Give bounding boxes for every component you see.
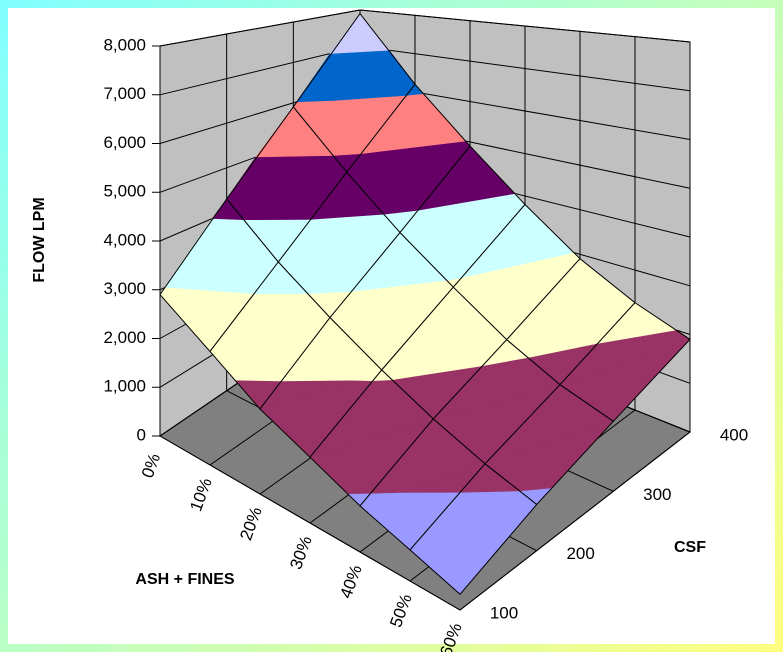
z-tick-label: 1,000: [103, 377, 146, 396]
z-tick-label: 5,000: [103, 182, 146, 201]
z-tick-label: 2,000: [103, 328, 146, 347]
floor-line: [159, 435, 461, 611]
z-tick-label: 3,000: [103, 279, 146, 298]
floor-line: [459, 431, 691, 611]
z-tick-label: 0: [137, 425, 146, 444]
y-tick-label: 400: [720, 425, 748, 444]
z-tick-label: 8,000: [103, 35, 146, 54]
surface-grid: [409, 463, 538, 596]
z-tick-label: 6,000: [103, 133, 146, 152]
y-axis-title: CSF: [674, 539, 706, 556]
y-tick-label: 300: [643, 485, 671, 504]
grid-line: [159, 9, 691, 47]
z-axis-title: FLOW LPM: [31, 197, 48, 282]
z-tick-label: 4,000: [103, 230, 146, 249]
y-tick-label: 200: [566, 544, 594, 563]
x-axis-title: ASH + FINES: [135, 571, 234, 588]
z-tick-label: 7,000: [103, 84, 146, 103]
y-tick-label: 100: [490, 603, 518, 622]
